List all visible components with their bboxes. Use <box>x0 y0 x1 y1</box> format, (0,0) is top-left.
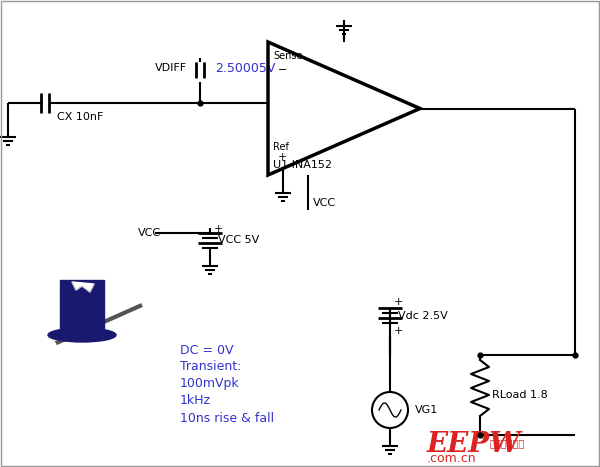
Text: Transient:: Transient: <box>180 361 241 374</box>
Text: VCC: VCC <box>313 198 336 208</box>
Text: +: + <box>394 326 403 336</box>
Text: VCC 5V: VCC 5V <box>218 235 259 245</box>
Polygon shape <box>72 282 94 292</box>
Text: VG1: VG1 <box>415 405 438 415</box>
Text: 2.50005V: 2.50005V <box>215 62 275 75</box>
Text: +: + <box>394 297 403 307</box>
Text: VDIFF: VDIFF <box>155 63 187 73</box>
Text: +: + <box>278 152 287 162</box>
Text: 电子产品世界: 电子产品世界 <box>490 438 525 448</box>
Text: −: − <box>278 65 287 75</box>
Text: 1kHz: 1kHz <box>180 395 211 408</box>
Text: 10ns rise & fall: 10ns rise & fall <box>180 411 274 425</box>
Text: RLoad 1.8: RLoad 1.8 <box>492 390 548 400</box>
Ellipse shape <box>48 328 116 342</box>
Text: DC = 0V: DC = 0V <box>180 344 233 356</box>
Text: EEPW: EEPW <box>427 432 521 459</box>
FancyBboxPatch shape <box>60 280 104 332</box>
Text: CX 10nF: CX 10nF <box>57 112 103 122</box>
Text: Sense: Sense <box>273 51 302 61</box>
Text: VCC: VCC <box>138 228 161 238</box>
Text: .com.cn: .com.cn <box>427 452 476 465</box>
Text: 100mVpk: 100mVpk <box>180 377 239 390</box>
Text: Vdc 2.5V: Vdc 2.5V <box>398 311 448 321</box>
Text: Ref: Ref <box>273 142 289 152</box>
Text: +: + <box>214 224 223 234</box>
Text: U1 INA152: U1 INA152 <box>273 160 332 170</box>
